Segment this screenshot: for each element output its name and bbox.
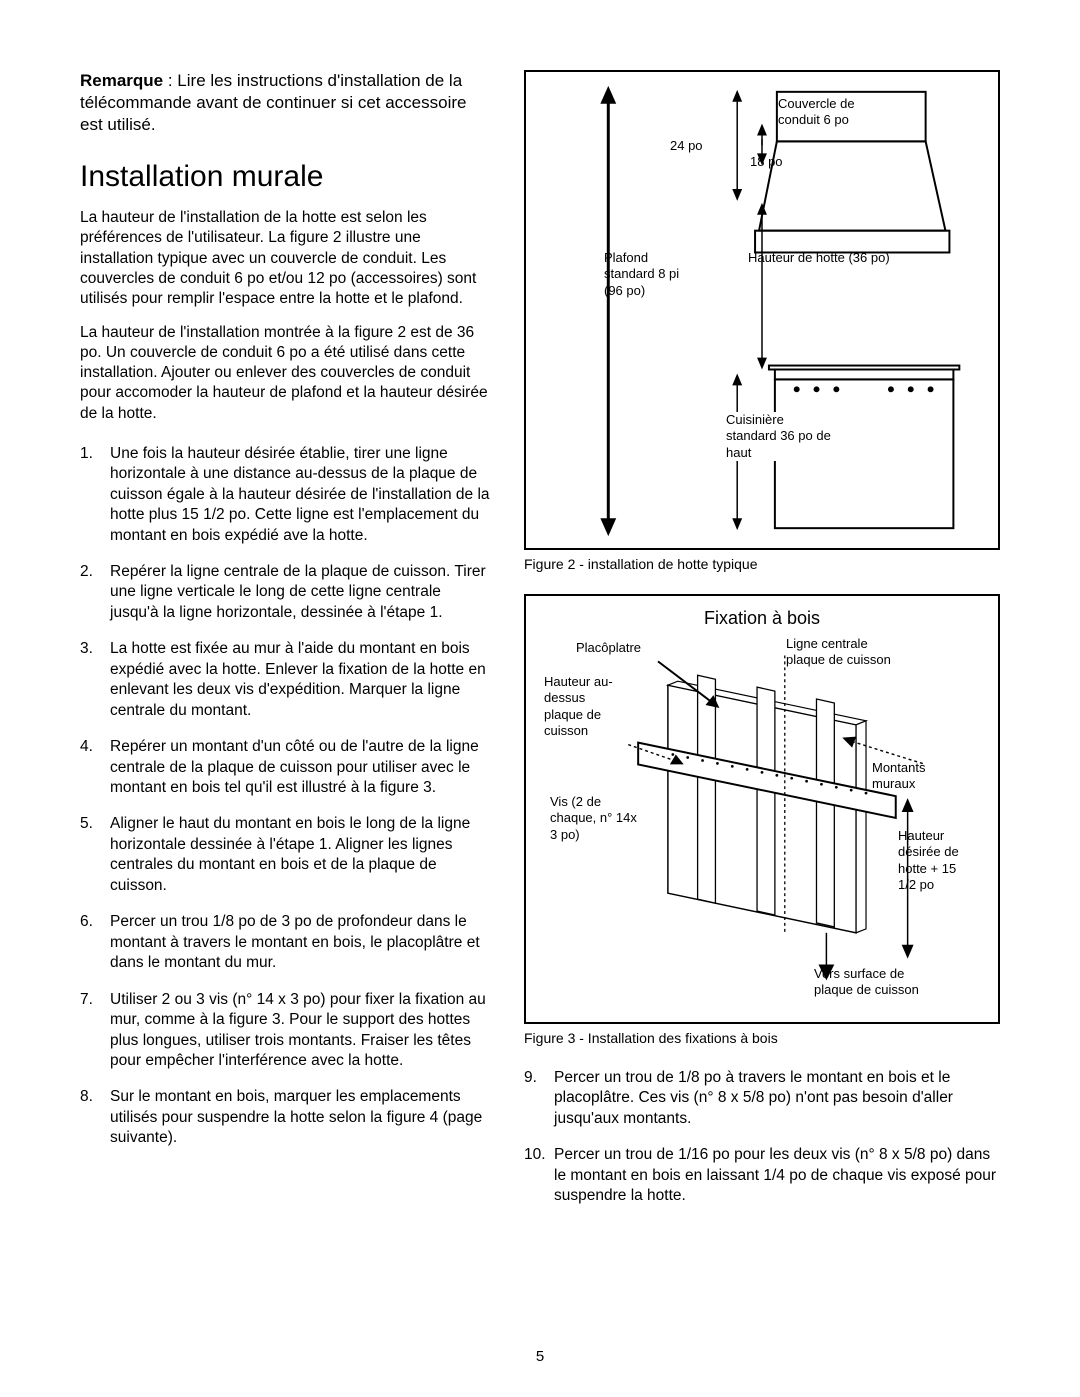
right-column: Couvercle de conduit 6 po 24 po 18 po Pl… (524, 70, 1000, 1223)
figure-2-svg (526, 72, 998, 548)
fig3-label-height-above: Hauteur au-dessus plaque de cuisson (544, 674, 624, 739)
step-9: Percer un trou de 1/8 po à travers le mo… (524, 1068, 1000, 1129)
step-5: Aligner le haut du montant en bois le lo… (80, 814, 490, 896)
figure-3-caption: Figure 3 - Installation des fixations à … (524, 1030, 1000, 1046)
figure-2: Couvercle de conduit 6 po 24 po 18 po Pl… (524, 70, 1000, 550)
fig3-label-centerline: Ligne centrale plaque de cuisson (786, 636, 896, 669)
step-6: Percer un trou 1/8 po de 3 po de profond… (80, 912, 490, 973)
fig2-label-cover: Couvercle de conduit 6 po (778, 96, 898, 129)
steps-list-continued: Percer un trou de 1/8 po à travers le mo… (524, 1068, 1000, 1207)
fig3-label-drywall: Placôplatre (576, 640, 641, 656)
figure-2-caption: Figure 2 - installation de hotte typique (524, 556, 1000, 572)
step-4: Repérer un montant d'un côté ou de l'aut… (80, 737, 490, 798)
fig3-label-down: Vers surface de plaque de cuisson (814, 966, 924, 999)
step-1: Une fois la hauteur désirée établie, tir… (80, 444, 490, 546)
step-7: Utiliser 2 ou 3 vis (n° 14 x 3 po) pour … (80, 990, 490, 1072)
steps-list: Une fois la hauteur désirée établie, tir… (80, 444, 490, 1149)
figure-3-title: Fixation à bois (526, 608, 998, 629)
intro-paragraph-2: La hauteur de l'installation montrée à l… (80, 323, 490, 424)
fig2-label-ceiling: Plafond standard 8 pi (96 po) (604, 250, 694, 299)
step-3: La hotte est fixée au mur à l'aide du mo… (80, 639, 490, 721)
step-8: Sur le montant en bois, marquer les empl… (80, 1087, 490, 1148)
left-column: Remarque : Lire les instructions d'insta… (80, 70, 490, 1223)
fig2-label-18po: 18 po (750, 154, 783, 170)
intro-paragraph-1: La hauteur de l'installation de la hotte… (80, 208, 490, 309)
page-number: 5 (0, 1348, 1080, 1365)
fig3-label-screws: Vis (2 de chaque, n° 14x 3 po) (550, 794, 640, 843)
fig3-label-desired: Hauteur désirée de hotte + 15 1/2 po (898, 828, 968, 893)
fig2-label-24po: 24 po (670, 138, 703, 154)
figure-3: Fixation à bois (524, 594, 1000, 1024)
step-10: Percer un trou de 1/16 po pour les deux … (524, 1145, 1000, 1206)
step-2: Repérer la ligne centrale de la plaque d… (80, 562, 490, 623)
fig3-label-studs: Montants muraux (872, 760, 952, 793)
fig2-label-hoodheight: Hauteur de hotte (36 po) (748, 250, 928, 266)
remark-paragraph: Remarque : Lire les instructions d'insta… (80, 70, 490, 136)
remark-label: Remarque (80, 71, 163, 90)
page-title: Installation murale (80, 160, 490, 194)
fig2-label-range: Cuisinière standard 36 po de haut (726, 412, 836, 461)
